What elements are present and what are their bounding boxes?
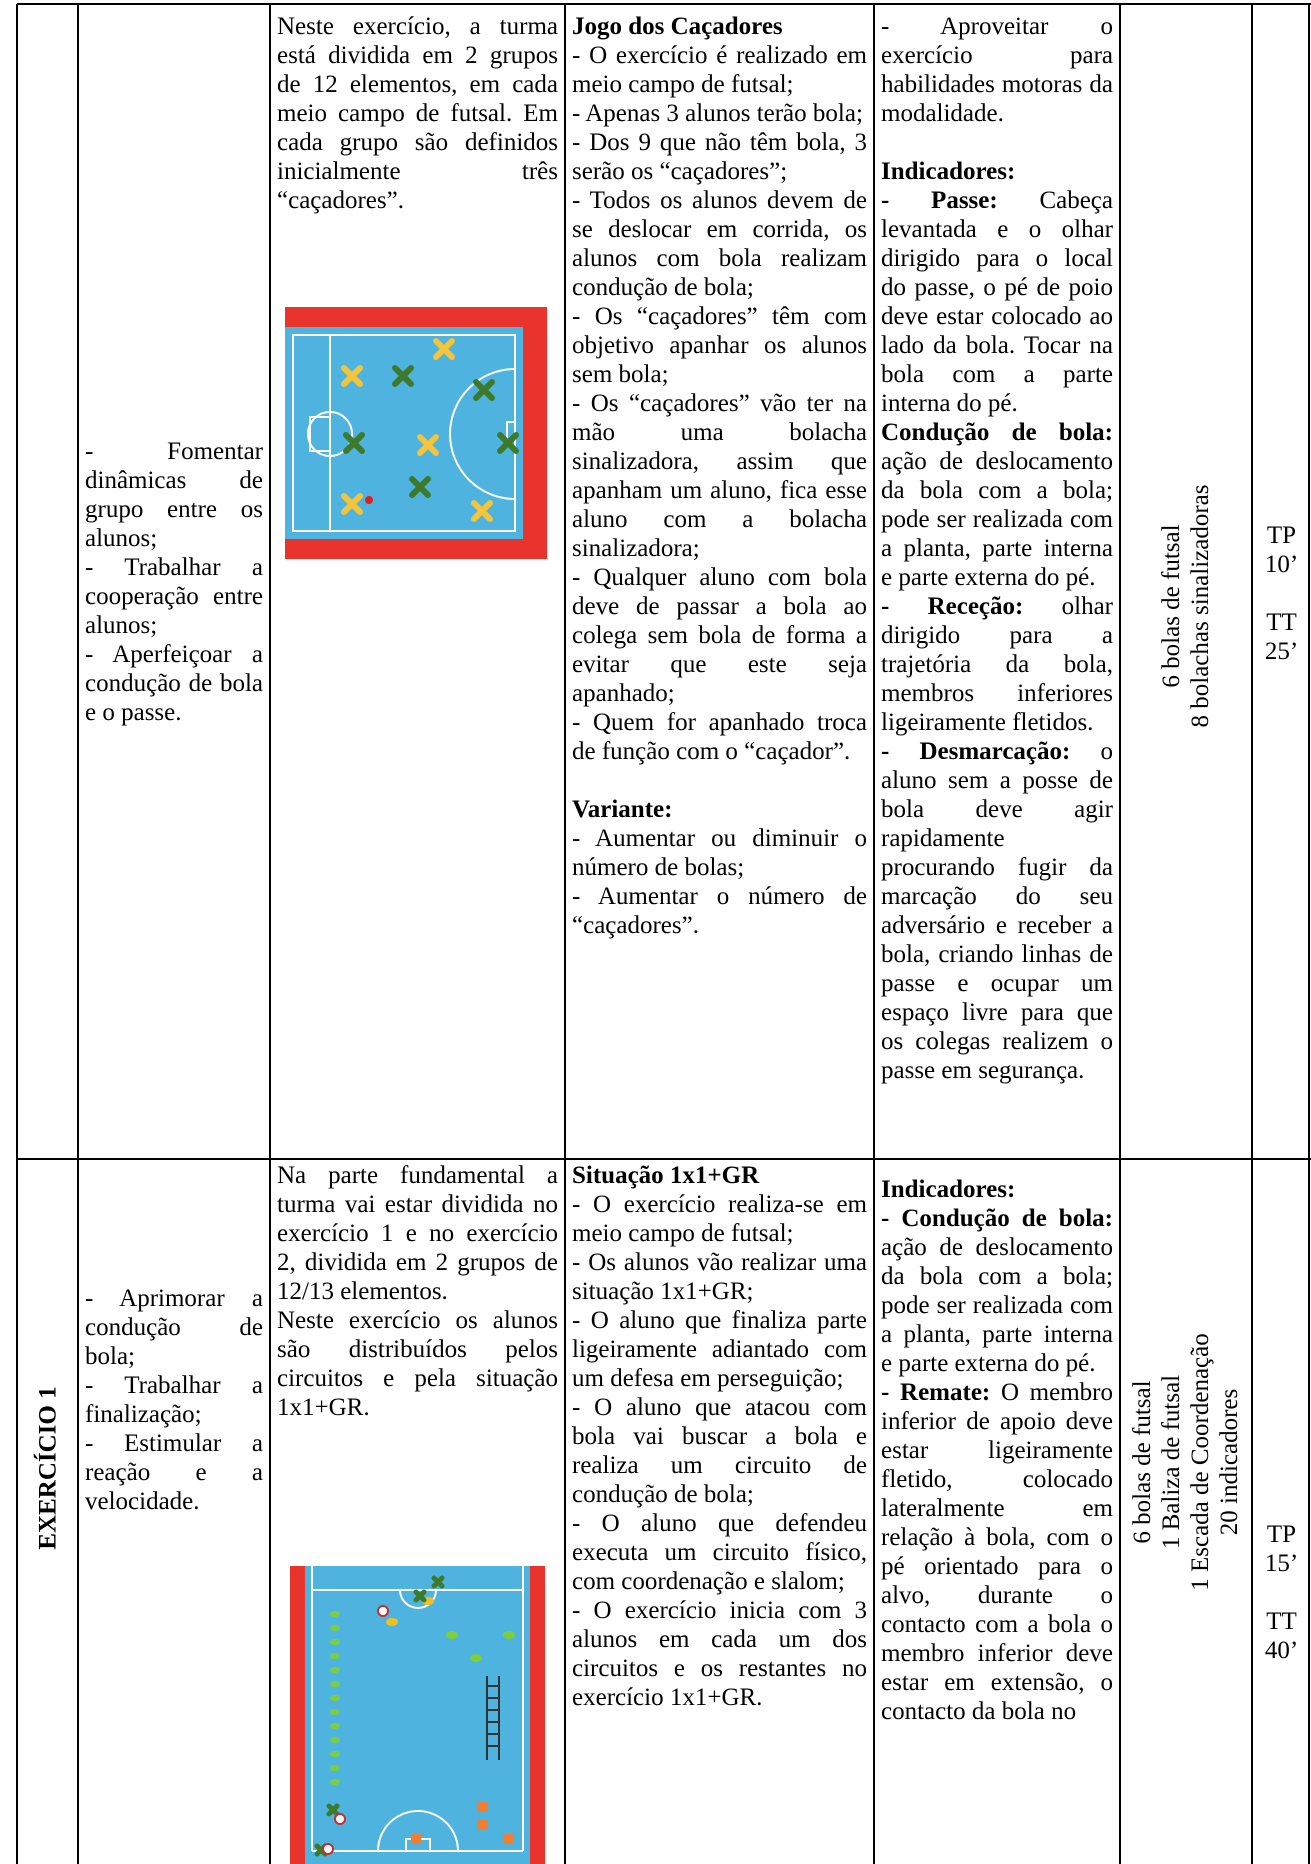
description-item: - O aluno que atacou com bola vai buscar… [572,1394,867,1508]
material-item: 1 Baliza de futsal [1158,1374,1185,1550]
material-item: 6 bolas de futsal [1158,524,1185,688]
organization-text: Neste exercício, a turma está dividida e… [277,13,558,214]
indicators-intro: - Aproveitar o exercício para habilidade… [881,13,1113,127]
indicator-text: Cabeça levantada e o olhar dirigido para… [881,187,1113,417]
description-item: - Quem for apanhado troca de função com … [572,709,867,765]
organization-text: Neste exercício os alunos são distribuíd… [277,1307,558,1421]
indicator-label: - Receção: [881,593,1024,620]
exercise-title: Jogo dos Caçadores [572,13,783,40]
material-item: 1 Escada de Coordenação [1187,1333,1214,1591]
indicator-label: - Passe: [881,187,998,214]
variant-item: - Aumentar ou diminuir o número de bolas… [572,825,867,881]
table-rule [269,4,271,1864]
indicator-text: O membro inferior de apoio deve estar li… [881,1379,1113,1725]
description-item: - Todos os alunos devem de se deslocar e… [572,187,867,301]
variant-item: - Aumentar o número de “caçadores”. [572,883,867,939]
indicator-label: - Desmarcação: [881,738,1071,765]
indicator: - Remate: O membro inferior de apoio dev… [881,1378,1113,1726]
description-item: - Os alunos vão realizar uma situação 1x… [572,1249,867,1305]
indicator: - Desmarcação: o aluno sem a posse de bo… [881,737,1113,1085]
indicator-label: Condução de bola: [881,419,1113,446]
exercise-title: Situação 1x1+GR [572,1162,760,1189]
description-item: - O exercício inicia com 3 alunos em cad… [572,1597,867,1711]
indicator: - Condução de bola: ação de deslocamento… [881,1204,1113,1378]
description-cell: Jogo dos Caçadores - O exercício é realiz… [565,4,874,1159]
material-item: 6 bolas de futsal [1129,1380,1156,1544]
table-rule [1308,4,1310,1864]
materials: 6 bolas de futsal 8 bolachas sinalizadora… [1157,485,1215,728]
variant-heading: Variante: [572,796,673,823]
indicators-cell: - Aproveitar o exercício para habilidade… [874,4,1120,1159]
indicator-label: - Remate: [881,1379,991,1406]
objectives-cell: - Aprimorar a condução de bola; - Trabalh… [78,1159,270,1864]
description-item: - O aluno que finaliza parte ligeirament… [572,1307,867,1392]
table-rule [17,3,1311,5]
indicator-label: - Condução de bola: [881,1205,1113,1232]
description-item: - O exercício realiza-se em meio campo d… [572,1191,867,1247]
description-cell: Situação 1x1+GR - O exercício realiza-se … [565,1159,874,1864]
time-entry: TT 25’ [1264,609,1299,665]
indicator: Condução de bola: ação de deslocamento d… [881,418,1113,592]
organization-cell: Na parte fundamental a turma vai estar d… [270,1159,565,1864]
description-item: - O exercício é realizado em meio campo … [572,42,867,98]
indicator-text: ação de deslocamento da bola com a bola;… [881,1234,1113,1377]
objective: - Trabalhar a finalização; [85,1372,263,1428]
materials: 6 bolas de futsal 1 Baliza de futsal 1 Esc… [1128,1333,1244,1591]
objective: - Trabalhar a cooperação entre alunos; [85,553,263,639]
time-entry: TT 40’ [1264,1608,1299,1664]
indicators-heading: Indicadores: [881,158,1016,185]
indicators-heading: Indicadores: [881,1176,1016,1203]
objective: - Estimular a reação e a velocidade. [85,1430,263,1515]
table-rule [77,4,79,1864]
indicators-cell: Indicadores: - Condução de bola: ação de … [874,1159,1120,1864]
exercise-label: EXERCÍCIO 1 [34,1386,61,1550]
objective: - Aprimorar a condução de bola; [85,1285,263,1370]
description-item: - Os “caçadores” têm com objetivo apanha… [572,303,867,388]
description-item: - O aluno que defendeu executa um circui… [572,1510,867,1595]
organization-cell: Neste exercício, a turma está dividida e… [270,4,565,1159]
organization-text: Na parte fundamental a turma vai estar d… [277,1162,558,1305]
table-rule [1251,4,1253,1864]
indicator: - Receção: olhar dirigido para a trajetó… [881,592,1113,737]
table-rule [16,4,18,1864]
indicator-text: ação de deslocamento da bola com a bola;… [881,448,1113,591]
table-rule [873,4,875,1864]
time-entry: TP 15’ [1264,1521,1299,1577]
indicator: - Passe: Cabeça levantada e o olhar diri… [881,186,1113,418]
indicator-text: olhar dirigido para a trajetória da bola… [881,593,1113,736]
futsal-diagram [285,307,547,559]
description-item: - Qualquer aluno com bola deve de passar… [572,564,867,707]
material-item: 20 indicadores [1216,1388,1243,1536]
objective: - Aperfeiçoar a condução de bola e o pas… [85,640,263,726]
indicator-text: o aluno sem a posse de bola deve agir ra… [881,738,1113,1084]
objective: - Fomentar dinâmicas de grupo entre os a… [85,437,263,552]
description-item: - Dos 9 que não têm bola, 3 serão os “ca… [572,129,867,185]
time-entry: TP 10’ [1264,522,1299,578]
table-rule [564,4,566,1864]
table-rule [1119,4,1121,1864]
futsal-diagram [290,1566,545,1864]
table-rule [17,1158,1311,1160]
description-item: - Apenas 3 alunos terão bola; [572,100,863,127]
description-item: - Os “caçadores” vão ter na mão uma bola… [572,390,867,562]
objectives-cell: - Fomentar dinâmicas de grupo entre os a… [78,4,270,1159]
material-item: 8 bolachas sinalizadoras [1187,484,1214,728]
